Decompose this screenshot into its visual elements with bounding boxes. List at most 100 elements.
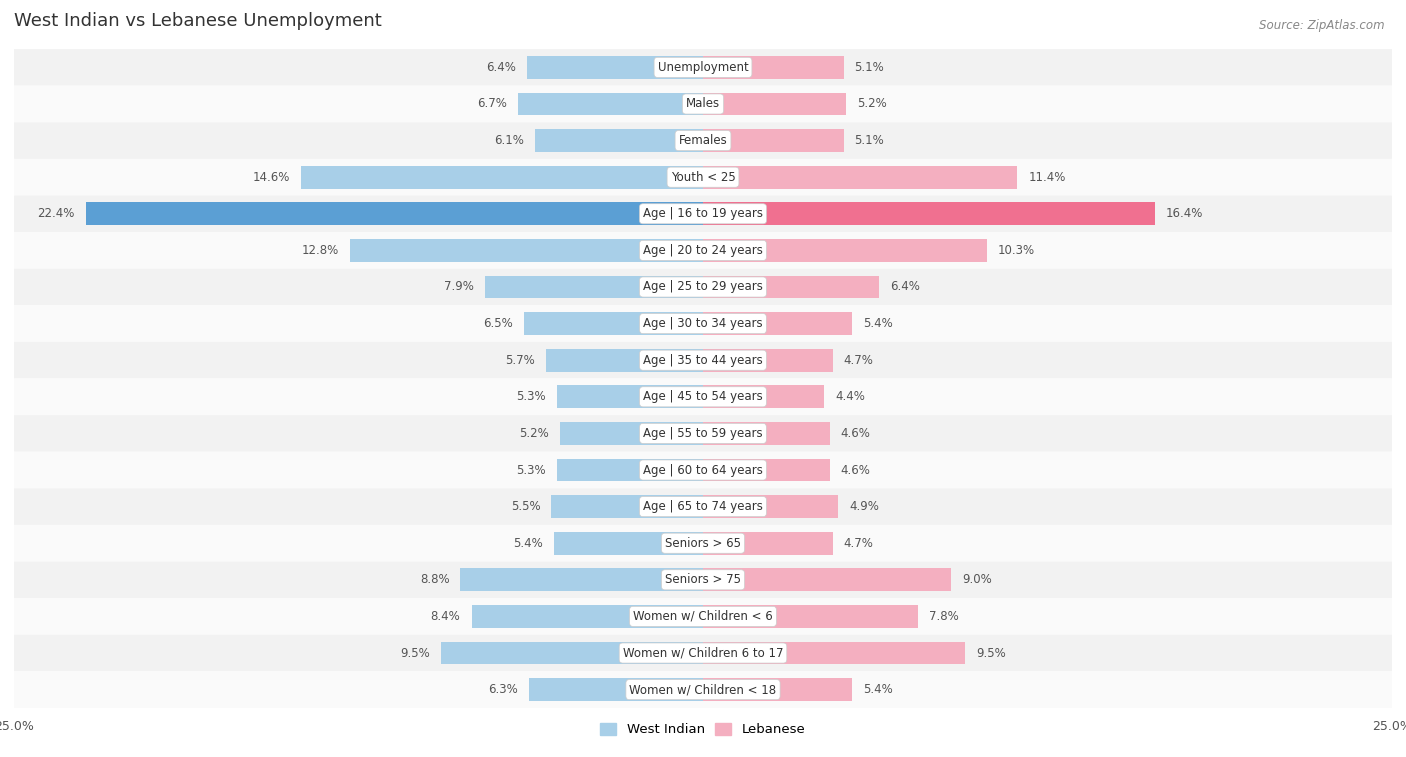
Bar bbox=[557, 459, 703, 481]
Bar bbox=[703, 569, 950, 591]
Bar bbox=[527, 56, 703, 79]
Text: 4.7%: 4.7% bbox=[844, 537, 873, 550]
Bar bbox=[703, 56, 844, 79]
Text: 12.8%: 12.8% bbox=[302, 244, 339, 257]
Text: Age | 25 to 29 years: Age | 25 to 29 years bbox=[643, 281, 763, 294]
Bar bbox=[703, 166, 1017, 188]
FancyBboxPatch shape bbox=[14, 378, 1392, 415]
Bar bbox=[441, 642, 703, 665]
Text: 6.4%: 6.4% bbox=[890, 281, 921, 294]
FancyBboxPatch shape bbox=[14, 488, 1392, 525]
Text: 4.6%: 4.6% bbox=[841, 463, 870, 476]
Text: 5.2%: 5.2% bbox=[519, 427, 548, 440]
Text: 5.3%: 5.3% bbox=[516, 391, 546, 403]
Legend: West Indian, Lebanese: West Indian, Lebanese bbox=[595, 718, 811, 742]
Text: Women w/ Children < 6: Women w/ Children < 6 bbox=[633, 610, 773, 623]
Text: 4.4%: 4.4% bbox=[835, 391, 865, 403]
FancyBboxPatch shape bbox=[14, 49, 1392, 86]
Text: Age | 65 to 74 years: Age | 65 to 74 years bbox=[643, 500, 763, 513]
Text: 4.7%: 4.7% bbox=[844, 354, 873, 366]
Text: 10.3%: 10.3% bbox=[998, 244, 1035, 257]
Text: 5.5%: 5.5% bbox=[510, 500, 540, 513]
FancyBboxPatch shape bbox=[14, 562, 1392, 598]
Bar bbox=[703, 92, 846, 115]
Text: Age | 45 to 54 years: Age | 45 to 54 years bbox=[643, 391, 763, 403]
Text: 5.1%: 5.1% bbox=[855, 61, 884, 74]
FancyBboxPatch shape bbox=[14, 634, 1392, 671]
FancyBboxPatch shape bbox=[14, 269, 1392, 305]
Bar bbox=[703, 605, 918, 628]
Bar bbox=[519, 92, 703, 115]
Text: Age | 16 to 19 years: Age | 16 to 19 years bbox=[643, 207, 763, 220]
FancyBboxPatch shape bbox=[14, 305, 1392, 342]
Bar bbox=[557, 385, 703, 408]
Text: 5.2%: 5.2% bbox=[858, 98, 887, 111]
Text: 7.9%: 7.9% bbox=[444, 281, 474, 294]
Bar bbox=[703, 642, 965, 665]
Text: 11.4%: 11.4% bbox=[1028, 170, 1066, 184]
FancyBboxPatch shape bbox=[14, 342, 1392, 378]
Text: Age | 20 to 24 years: Age | 20 to 24 years bbox=[643, 244, 763, 257]
Bar bbox=[703, 312, 852, 335]
FancyBboxPatch shape bbox=[14, 598, 1392, 634]
Bar bbox=[703, 385, 824, 408]
Text: 9.5%: 9.5% bbox=[401, 646, 430, 659]
Text: 16.4%: 16.4% bbox=[1166, 207, 1204, 220]
Bar bbox=[461, 569, 703, 591]
Bar bbox=[703, 239, 987, 262]
Text: Seniors > 65: Seniors > 65 bbox=[665, 537, 741, 550]
Bar bbox=[703, 459, 830, 481]
Bar bbox=[86, 202, 703, 225]
Text: Unemployment: Unemployment bbox=[658, 61, 748, 74]
Text: 6.4%: 6.4% bbox=[485, 61, 516, 74]
Text: 5.3%: 5.3% bbox=[516, 463, 546, 476]
Bar bbox=[703, 422, 830, 445]
Text: Age | 35 to 44 years: Age | 35 to 44 years bbox=[643, 354, 763, 366]
Bar bbox=[703, 678, 852, 701]
Bar bbox=[301, 166, 703, 188]
Text: 9.5%: 9.5% bbox=[976, 646, 1005, 659]
Text: 6.5%: 6.5% bbox=[484, 317, 513, 330]
Text: Women w/ Children 6 to 17: Women w/ Children 6 to 17 bbox=[623, 646, 783, 659]
Text: 4.9%: 4.9% bbox=[849, 500, 879, 513]
Bar bbox=[524, 312, 703, 335]
Text: 14.6%: 14.6% bbox=[252, 170, 290, 184]
Text: 5.4%: 5.4% bbox=[513, 537, 543, 550]
Bar bbox=[560, 422, 703, 445]
Text: 8.8%: 8.8% bbox=[420, 573, 450, 587]
FancyBboxPatch shape bbox=[14, 415, 1392, 452]
FancyBboxPatch shape bbox=[14, 671, 1392, 708]
Text: 22.4%: 22.4% bbox=[38, 207, 75, 220]
Bar bbox=[703, 276, 879, 298]
Text: Males: Males bbox=[686, 98, 720, 111]
Bar bbox=[350, 239, 703, 262]
FancyBboxPatch shape bbox=[14, 525, 1392, 562]
Text: 6.1%: 6.1% bbox=[494, 134, 524, 147]
Text: Women w/ Children < 18: Women w/ Children < 18 bbox=[630, 683, 776, 696]
Bar bbox=[534, 129, 703, 152]
Bar bbox=[703, 202, 1154, 225]
Text: 5.1%: 5.1% bbox=[855, 134, 884, 147]
Bar bbox=[546, 349, 703, 372]
Text: 5.4%: 5.4% bbox=[863, 683, 893, 696]
FancyBboxPatch shape bbox=[14, 232, 1392, 269]
Text: 6.7%: 6.7% bbox=[478, 98, 508, 111]
Bar bbox=[551, 495, 703, 518]
Text: Age | 55 to 59 years: Age | 55 to 59 years bbox=[643, 427, 763, 440]
Text: Youth < 25: Youth < 25 bbox=[671, 170, 735, 184]
Text: Source: ZipAtlas.com: Source: ZipAtlas.com bbox=[1260, 19, 1385, 32]
FancyBboxPatch shape bbox=[14, 123, 1392, 159]
Text: 5.4%: 5.4% bbox=[863, 317, 893, 330]
Text: 4.6%: 4.6% bbox=[841, 427, 870, 440]
Bar bbox=[530, 678, 703, 701]
Text: 9.0%: 9.0% bbox=[962, 573, 991, 587]
Text: 5.7%: 5.7% bbox=[505, 354, 534, 366]
Text: Age | 60 to 64 years: Age | 60 to 64 years bbox=[643, 463, 763, 476]
Text: Females: Females bbox=[679, 134, 727, 147]
Text: 7.8%: 7.8% bbox=[929, 610, 959, 623]
Text: West Indian vs Lebanese Unemployment: West Indian vs Lebanese Unemployment bbox=[14, 12, 382, 30]
Bar bbox=[703, 532, 832, 555]
FancyBboxPatch shape bbox=[14, 86, 1392, 123]
FancyBboxPatch shape bbox=[14, 452, 1392, 488]
Bar bbox=[554, 532, 703, 555]
